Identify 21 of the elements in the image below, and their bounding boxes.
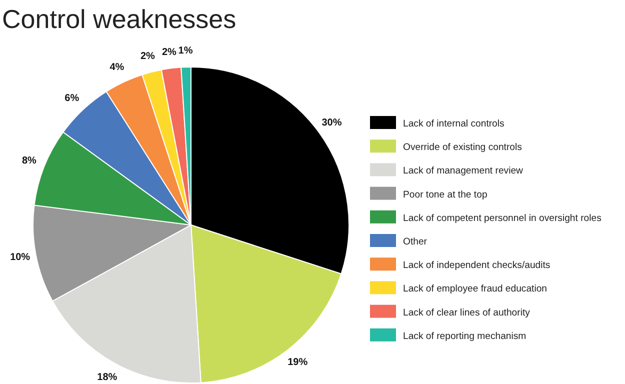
legend-label: Override of existing controls	[403, 142, 522, 154]
chart-title: Control weaknesses	[2, 4, 236, 34]
data-label: 18%	[97, 372, 118, 384]
data-label: 8%	[22, 156, 37, 167]
data-label: 2%	[162, 47, 177, 58]
data-label: 2%	[140, 51, 156, 62]
data-label: 6%	[64, 92, 80, 104]
legend-label: Lack of internal controls	[403, 118, 505, 130]
legend-label: Lack of reporting mechanism	[403, 330, 526, 342]
legend-label: Lack of independent checks/audits	[403, 260, 550, 272]
data-label: 10%	[10, 252, 30, 264]
legend-label: Other	[403, 236, 428, 248]
legend-label: Lack of employee fraud education	[403, 284, 547, 295]
data-label: 1%	[178, 46, 193, 57]
data-label: 30%	[322, 117, 342, 128]
legend-label: Lack of management review	[403, 166, 524, 177]
data-label: 19%	[288, 357, 308, 368]
legend-label: Lack of competent personnel in oversight roles	[403, 212, 602, 224]
legend-label: Lack of clear lines of authority	[403, 307, 530, 318]
data-label: 4%	[110, 62, 124, 74]
legend-label: Poor tone at the top	[403, 189, 488, 200]
